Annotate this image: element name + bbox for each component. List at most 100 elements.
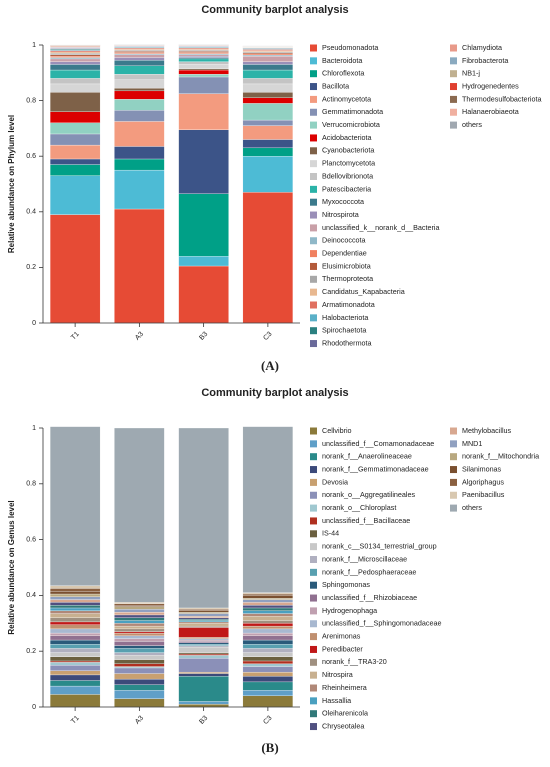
legend-label: others (462, 503, 482, 512)
bar-segment (243, 600, 293, 603)
bar-segment (243, 623, 293, 626)
bar-segment (179, 58, 229, 59)
bar-segment (114, 612, 164, 615)
y-tick-label: 0.2 (26, 648, 36, 655)
bar-segment (114, 99, 164, 110)
x-tick-label: C3 (262, 331, 273, 342)
bar-segment (114, 626, 164, 629)
legend-label: Arenimonas (322, 632, 361, 641)
bar-segment (114, 209, 164, 323)
bar-segment (243, 156, 293, 192)
bar-segment (179, 676, 229, 701)
legend-label: norank_o__Aggregatilineales (322, 490, 416, 499)
y-tick-label: 0 (32, 320, 36, 327)
legend-swatch (310, 340, 317, 347)
bar-segment (50, 62, 100, 65)
bar-segment (114, 48, 164, 49)
legend-label: Thermoproteota (322, 274, 373, 283)
legend-swatch (310, 607, 317, 614)
bar-segment (50, 55, 100, 56)
legend-label: norank_f__Gemmatimonadaceae (322, 464, 429, 473)
bar-segment (50, 588, 100, 591)
bar-segment (243, 598, 293, 599)
legend-swatch (450, 96, 457, 103)
legend-label: Elusimicrobiota (322, 261, 371, 270)
bar-segment (114, 646, 164, 649)
bar-segment (114, 618, 164, 621)
bar-segment (179, 50, 229, 51)
y-tick-label: 0.8 (26, 97, 36, 104)
legend-label: unclassified_f__Rhizobiaceae (322, 593, 417, 602)
legend-swatch (450, 122, 457, 129)
bar-segment (50, 58, 100, 59)
legend-swatch (310, 289, 317, 296)
bar-segment (50, 215, 100, 323)
legend-label: Acidobacteriota (322, 133, 372, 142)
bar-segment (114, 49, 164, 50)
legend-swatch (310, 122, 317, 129)
x-tick-label: B3 (198, 715, 209, 726)
bar-segment (50, 594, 100, 597)
bar-segment (179, 616, 229, 617)
bar-segment (50, 591, 100, 594)
legend-label: Thermodesulfobacteriota (462, 94, 542, 103)
legend-label: norank_f__Microscillaceae (322, 554, 407, 563)
bar-segment (179, 70, 229, 74)
bar-segment (243, 608, 293, 611)
bar-segment (114, 679, 164, 685)
bar-segment (50, 657, 100, 661)
bar-segment (50, 636, 100, 640)
bar-segment (243, 629, 293, 633)
bar-segment (243, 696, 293, 707)
bar-segment (114, 632, 164, 633)
y-axis-label: Relative abundance on Phylum level (7, 115, 16, 253)
legend-swatch (310, 723, 317, 730)
legend-label: Hassallia (322, 696, 351, 705)
bar-segment (114, 629, 164, 632)
bar-segment (50, 648, 100, 652)
bar-segment (243, 120, 293, 126)
y-tick-label: 0.4 (26, 209, 36, 216)
bar-segment (50, 64, 100, 70)
legend-label: Methylobacillus (462, 426, 512, 435)
legend-label: Hydrogenedentes (462, 81, 519, 90)
bar-segment (243, 616, 293, 620)
legend-label: norank_f__TRA3-20 (322, 657, 387, 666)
legend-label: NB1-j (462, 69, 480, 78)
bar-segment (50, 92, 100, 111)
bar-segment (50, 611, 100, 614)
bar-segment (243, 140, 293, 148)
bar-segment (179, 640, 229, 641)
bar-segment (114, 146, 164, 159)
legend-label: IS-44 (322, 529, 339, 538)
bar-segment (114, 58, 164, 61)
bar-segment (243, 672, 293, 676)
legend-swatch (310, 263, 317, 270)
legend-label: norank_f__Pedosphaeraceae (322, 567, 416, 576)
legend-label: Verrucomicrobiota (322, 120, 380, 129)
bar-segment (50, 680, 100, 686)
bar-segment (50, 134, 100, 145)
legend-label: norank_o__Chloroplast (322, 503, 396, 512)
bar-segment (50, 602, 100, 605)
legend-label: norank_c__S0134_terrestrial_group (322, 542, 437, 551)
legend-label: Chlamydiota (462, 43, 502, 52)
bar-segment (179, 256, 229, 266)
bar-segment (179, 56, 229, 57)
bar-segment (179, 49, 229, 50)
legend-label: Spirochaetota (322, 326, 366, 335)
bar-segment (114, 66, 164, 74)
legend-swatch (310, 659, 317, 666)
bar-segment (179, 614, 229, 617)
x-tick-label: T1 (70, 715, 81, 726)
bar-segment (243, 192, 293, 323)
y-tick-label: 1 (32, 425, 36, 432)
bar-segment (179, 619, 229, 620)
legend-swatch (310, 45, 317, 52)
bar-segment (179, 639, 229, 640)
legend-swatch (310, 83, 317, 90)
bar-segment (50, 605, 100, 608)
legend-swatch (310, 543, 317, 550)
legend-label: Planctomycetota (322, 159, 375, 168)
